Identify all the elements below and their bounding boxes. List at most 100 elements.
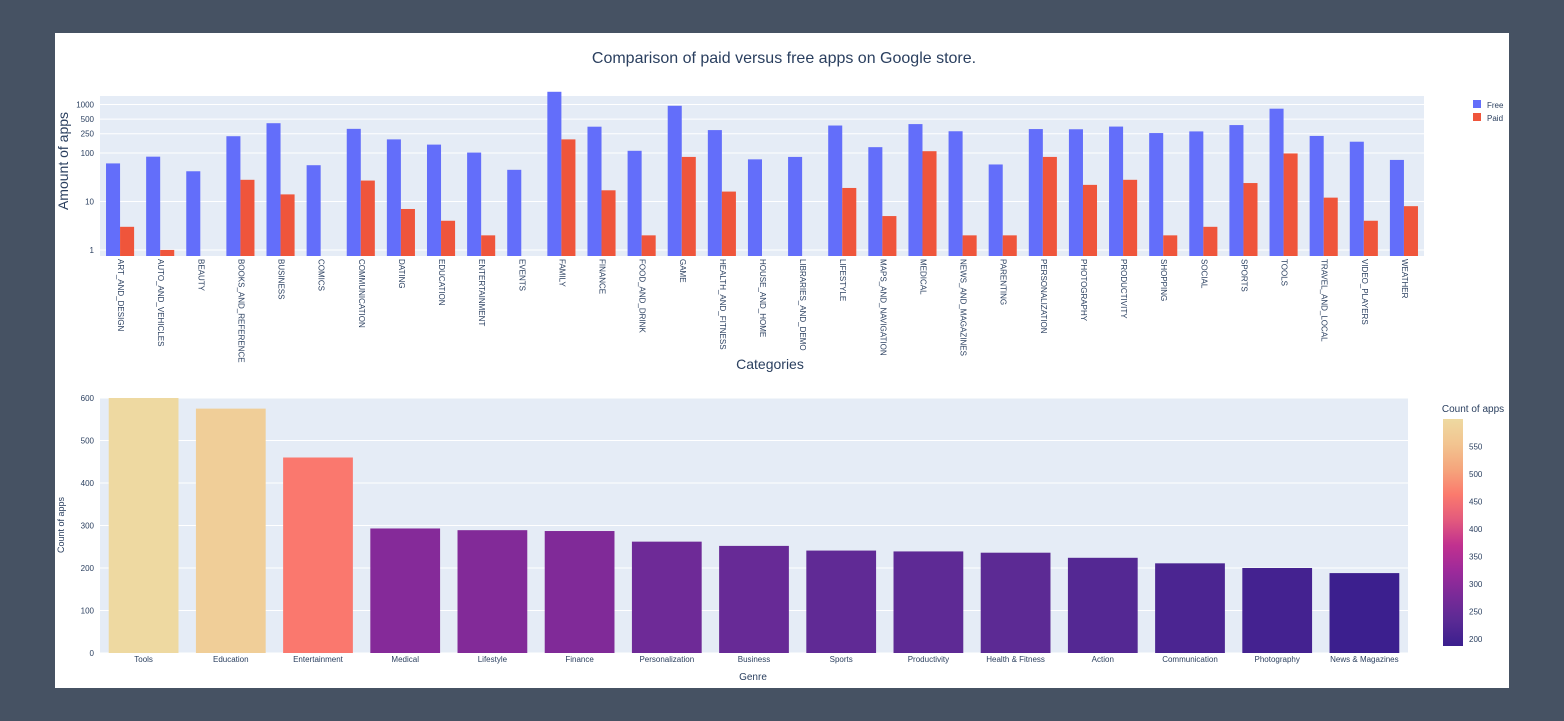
chart2-bar xyxy=(370,528,441,653)
chart2-bar xyxy=(544,531,615,653)
chart1-bar-paid xyxy=(1283,153,1298,256)
chart1-x-tick-label: VIDEO_PLAYERS xyxy=(1360,259,1369,325)
chart1-y-ticks: 1 10 100 250 500 1000 xyxy=(76,101,94,255)
colorbar-ticks: 200 250 300 350 400 450 500 550 xyxy=(1469,442,1483,643)
chart1-bar-paid xyxy=(1323,197,1338,256)
chart1-x-tick-label: SPORTS xyxy=(1239,259,1248,292)
chart2-x-tick-label: Entertainment xyxy=(293,655,344,664)
chart1-bar-free xyxy=(667,105,682,256)
chart1-y-tick-label: 500 xyxy=(81,115,95,124)
chart2-x-tick-label: Personalization xyxy=(639,655,694,664)
chart1-x-tick-label: LIBRARIES_AND_DEMO xyxy=(798,259,807,351)
chart1-x-tick-label: NEWS_AND_MAGAZINES xyxy=(959,259,968,356)
chart1-bar-paid xyxy=(1243,183,1258,256)
chart1-bar-paid xyxy=(441,220,456,256)
chart1-bar-free xyxy=(788,156,803,256)
chart1-bar-free xyxy=(1109,126,1124,256)
chart2-y-tick-label: 500 xyxy=(81,437,95,446)
chart1-bar-free xyxy=(1068,129,1083,256)
chart1-bar-free xyxy=(988,164,1003,256)
chart1-bar-paid xyxy=(120,226,135,256)
chart1-bar-free xyxy=(1349,141,1364,256)
chart1-bars xyxy=(106,91,1418,257)
chart2-y-tick-label: 200 xyxy=(81,564,95,573)
chart1-bar-free xyxy=(1229,125,1244,257)
chart2-x-tick-label: Tools xyxy=(134,655,153,664)
chart1-bar-paid xyxy=(1082,184,1098,256)
chart1-bar-paid xyxy=(481,235,496,256)
chart2-x-tick-label: Lifestyle xyxy=(478,655,508,664)
chart1-y-tick-label: 100 xyxy=(81,149,95,158)
chart1-x-tick-label: SOCIAL xyxy=(1199,259,1208,289)
chart1-bar-free xyxy=(346,128,361,256)
chart1-bar-free xyxy=(707,130,722,256)
chart1-bar-free xyxy=(1189,131,1204,256)
chart1-x-tick-label: EDUCATION xyxy=(437,259,446,306)
chart1-bar-paid xyxy=(842,187,857,256)
chart2-y-ticks: 0 100 200 300 400 500 600 xyxy=(81,394,95,658)
chart1-bar-free xyxy=(507,169,522,256)
chart1-bar-paid xyxy=(240,179,255,256)
chart1: 1 10 100 250 500 1000 ART_AND_DESIGN AUTO_AND_… xyxy=(55,91,1504,372)
colorbar-tick-label: 450 xyxy=(1469,497,1483,506)
chart1-x-tick-label: FINANCE xyxy=(598,259,607,294)
chart1-x-tick-label: PHOTOGRAPHY xyxy=(1079,259,1088,322)
chart1-bar-free xyxy=(1028,129,1043,256)
chart1-bar-free xyxy=(226,136,241,256)
chart1-y-tick-label: 250 xyxy=(81,130,95,139)
chart1-x-tick-label: ART_AND_DESIGN xyxy=(116,259,125,332)
chart2-x-tick-label: Business xyxy=(738,655,770,664)
chart1-bar-paid xyxy=(400,208,415,256)
chart1-x-tick-label: EVENTS xyxy=(517,259,526,291)
chart1-y-tick-label: 1000 xyxy=(76,101,94,110)
legend-label-paid[interactable]: Paid xyxy=(1487,114,1503,123)
chart1-y-tick-label: 1 xyxy=(90,246,95,255)
chart1-bar-free xyxy=(627,150,642,256)
chart2-x-tick-label: Education xyxy=(213,655,249,664)
chart1-bar-free xyxy=(1269,108,1284,256)
chart2-y-axis-title: Count of apps xyxy=(56,496,66,553)
chart1-bar-free xyxy=(266,123,281,256)
chart2-x-tick-label: Medical xyxy=(391,655,419,664)
chart1-bar-free xyxy=(1309,135,1324,256)
chart1-x-tick-label: LIFESTYLE xyxy=(838,259,847,301)
chart1-bar-free xyxy=(1389,159,1404,256)
chart1-bar-paid xyxy=(1002,235,1017,256)
chart1-bar-free xyxy=(106,163,121,256)
chart1-x-tick-label: ENTERTAINMENT xyxy=(477,259,486,326)
chart1-bar-paid xyxy=(1123,179,1138,256)
chart2-x-tick-label: Sports xyxy=(830,655,853,664)
chart1-bar-paid xyxy=(1203,226,1218,256)
colorbar-tick-label: 350 xyxy=(1469,552,1483,561)
chart1-x-tick-label: GAME xyxy=(678,259,687,283)
chart1-x-tick-label: TOOLS xyxy=(1280,259,1289,286)
chart2-bar xyxy=(108,398,179,653)
chart1-bar-free xyxy=(146,156,161,256)
chart1-bar-paid xyxy=(882,216,897,256)
colorbar-tick-label: 250 xyxy=(1469,607,1483,616)
chart1-x-tick-label: SHOPPING xyxy=(1159,259,1168,301)
chart1-x-tick-label: BUSINESS xyxy=(277,259,286,299)
chart1-bar-free xyxy=(426,144,442,256)
chart1-bar-free xyxy=(587,126,602,256)
legend-swatch-free xyxy=(1473,100,1481,108)
chart-canvas: Comparison of paid versus free apps on G… xyxy=(55,50,1504,683)
legend-label-free[interactable]: Free xyxy=(1487,101,1504,110)
chart2-x-tick-label: Action xyxy=(1092,655,1114,664)
chart1-x-ticks: ART_AND_DESIGN AUTO_AND_VEHICLES BEAUTY BOO… xyxy=(116,259,1409,363)
chart2-bar xyxy=(893,551,964,653)
chart2-x-tick-label: Health & Fitness xyxy=(986,655,1045,664)
chart1-bar-free xyxy=(948,131,963,256)
colorbar-tick-label: 400 xyxy=(1469,525,1483,534)
chart1-bar-paid xyxy=(160,249,175,256)
chart1-x-tick-label: COMICS xyxy=(317,259,326,291)
chart1-bar-free xyxy=(467,152,482,256)
chart2-bar xyxy=(1155,563,1225,653)
chart1-x-tick-label: PERSONALIZATION xyxy=(1039,259,1048,334)
chart2-x-tick-label: Communication xyxy=(1162,655,1218,664)
colorbar-title: Count of apps xyxy=(1442,404,1504,415)
chart1-x-axis-title: Categories xyxy=(736,356,804,372)
chart1-bar-free xyxy=(868,147,883,256)
chart2-x-tick-label: News & Magazines xyxy=(1330,655,1398,664)
chart-panel: Comparison of paid versus free apps on G… xyxy=(55,33,1509,688)
